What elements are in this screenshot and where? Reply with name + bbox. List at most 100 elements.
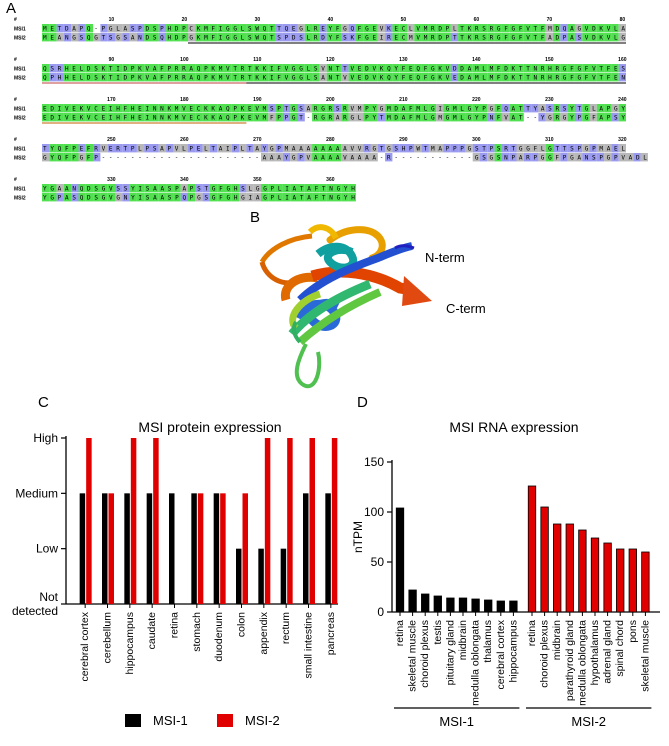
residue-cell — [261, 64, 269, 73]
protein-bar-msi-1 — [325, 493, 331, 604]
residue-cell — [290, 184, 298, 193]
residue-cell — [188, 193, 196, 202]
residue-cell — [63, 104, 72, 113]
residue-cell — [531, 153, 539, 162]
residue-cell — [246, 104, 254, 113]
rna-bar-msi-1 — [446, 597, 455, 613]
residue-cell — [173, 113, 181, 122]
sequence-text: GYQFPGFP----------------------AAAYGPVAAA… — [43, 155, 647, 162]
rna-chart-title: MSI RNA expression — [449, 419, 578, 435]
residue-cell — [363, 144, 371, 153]
residue-cell — [560, 153, 568, 162]
residue-cell — [428, 144, 437, 153]
residue-cell — [538, 33, 546, 42]
residue-cell — [458, 73, 466, 82]
residue-cell — [63, 24, 72, 33]
residue-cell — [151, 64, 159, 73]
residue-cell — [246, 64, 254, 73]
residue-cell — [611, 33, 619, 42]
residue-cell — [480, 104, 488, 113]
residue-cell — [472, 144, 480, 153]
residue-cell — [224, 144, 232, 153]
residue-cell — [392, 144, 400, 153]
residue-cell — [268, 153, 276, 162]
residue-cell — [348, 193, 356, 202]
residue-cell — [144, 33, 152, 42]
residue-cell — [282, 144, 291, 153]
residue-cell — [392, 113, 400, 122]
residue-cell — [268, 24, 276, 33]
residue-cell — [85, 24, 94, 33]
residue-cell — [348, 153, 356, 162]
residue-cell — [465, 24, 473, 33]
residue-cell — [217, 64, 225, 73]
residue-cell — [472, 24, 480, 33]
y-tick-label: High — [33, 431, 58, 445]
n-term-label: N-term — [425, 250, 465, 265]
residue-cell — [246, 73, 254, 82]
residue-cell — [385, 24, 393, 33]
position-number: 20 — [182, 17, 188, 23]
position-number: 170 — [107, 97, 116, 103]
residue-cell — [158, 64, 167, 73]
protein-structure-ribbon — [259, 224, 432, 389]
residue-cell — [100, 104, 108, 113]
residue-cell — [523, 33, 532, 42]
residue-cell — [173, 73, 181, 82]
residue-cell — [129, 104, 137, 113]
residue-cell — [312, 153, 320, 162]
rna-bar-msi-2 — [565, 523, 574, 613]
residue-cell — [370, 64, 378, 73]
residue-cell — [392, 73, 400, 82]
residue-cell — [144, 193, 152, 202]
residue-cell — [297, 33, 305, 42]
protein-bar-msi-1 — [258, 548, 264, 604]
residue-cell — [268, 193, 276, 202]
residue-cell — [42, 184, 50, 193]
residue-cell — [78, 73, 86, 82]
residue-cell — [217, 184, 225, 193]
x-tick-label: pons — [627, 620, 639, 643]
position-number: 140 — [472, 57, 481, 63]
residue-cell — [377, 24, 386, 33]
residue-cell — [151, 113, 159, 122]
residue-cell — [363, 33, 371, 42]
y-tick-label: 100 — [364, 505, 384, 519]
residue-cell — [377, 64, 386, 73]
residue-cell — [377, 104, 386, 113]
residue-cell — [93, 144, 101, 153]
residue-cell — [450, 64, 459, 73]
residue-cell — [326, 24, 334, 33]
sequence-label: MSI2 — [14, 116, 26, 122]
residue-cell — [107, 33, 115, 42]
residue-cell — [399, 64, 407, 73]
residue-cell — [574, 24, 583, 33]
residue-cell — [253, 73, 261, 82]
residue-cell — [392, 104, 400, 113]
residue-cell — [231, 104, 240, 113]
residue-cell — [261, 113, 269, 122]
residue-cell — [509, 113, 517, 122]
panel-label-a: A — [6, 0, 16, 17]
sequence-label: MSI2 — [14, 76, 26, 82]
residue-cell — [341, 73, 349, 82]
residue-cell — [56, 184, 64, 193]
position-number: 320 — [618, 137, 627, 143]
residue-cell — [275, 153, 283, 162]
residue-cell — [501, 144, 510, 153]
residue-cell — [195, 104, 203, 113]
y-axis-label: nTPM — [351, 521, 365, 553]
residue-cell — [567, 104, 575, 113]
residue-cell — [319, 153, 327, 162]
residue-cell — [523, 73, 532, 82]
residue-cell — [574, 153, 583, 162]
residue-cell — [589, 64, 597, 73]
x-tick-label: stomach — [191, 612, 203, 652]
residue-cell — [166, 144, 174, 153]
residue-cell — [275, 73, 283, 82]
residue-cell — [414, 64, 422, 73]
residue-cell — [531, 73, 539, 82]
residue-cell — [428, 104, 437, 113]
x-tick-label: testis — [432, 620, 444, 645]
